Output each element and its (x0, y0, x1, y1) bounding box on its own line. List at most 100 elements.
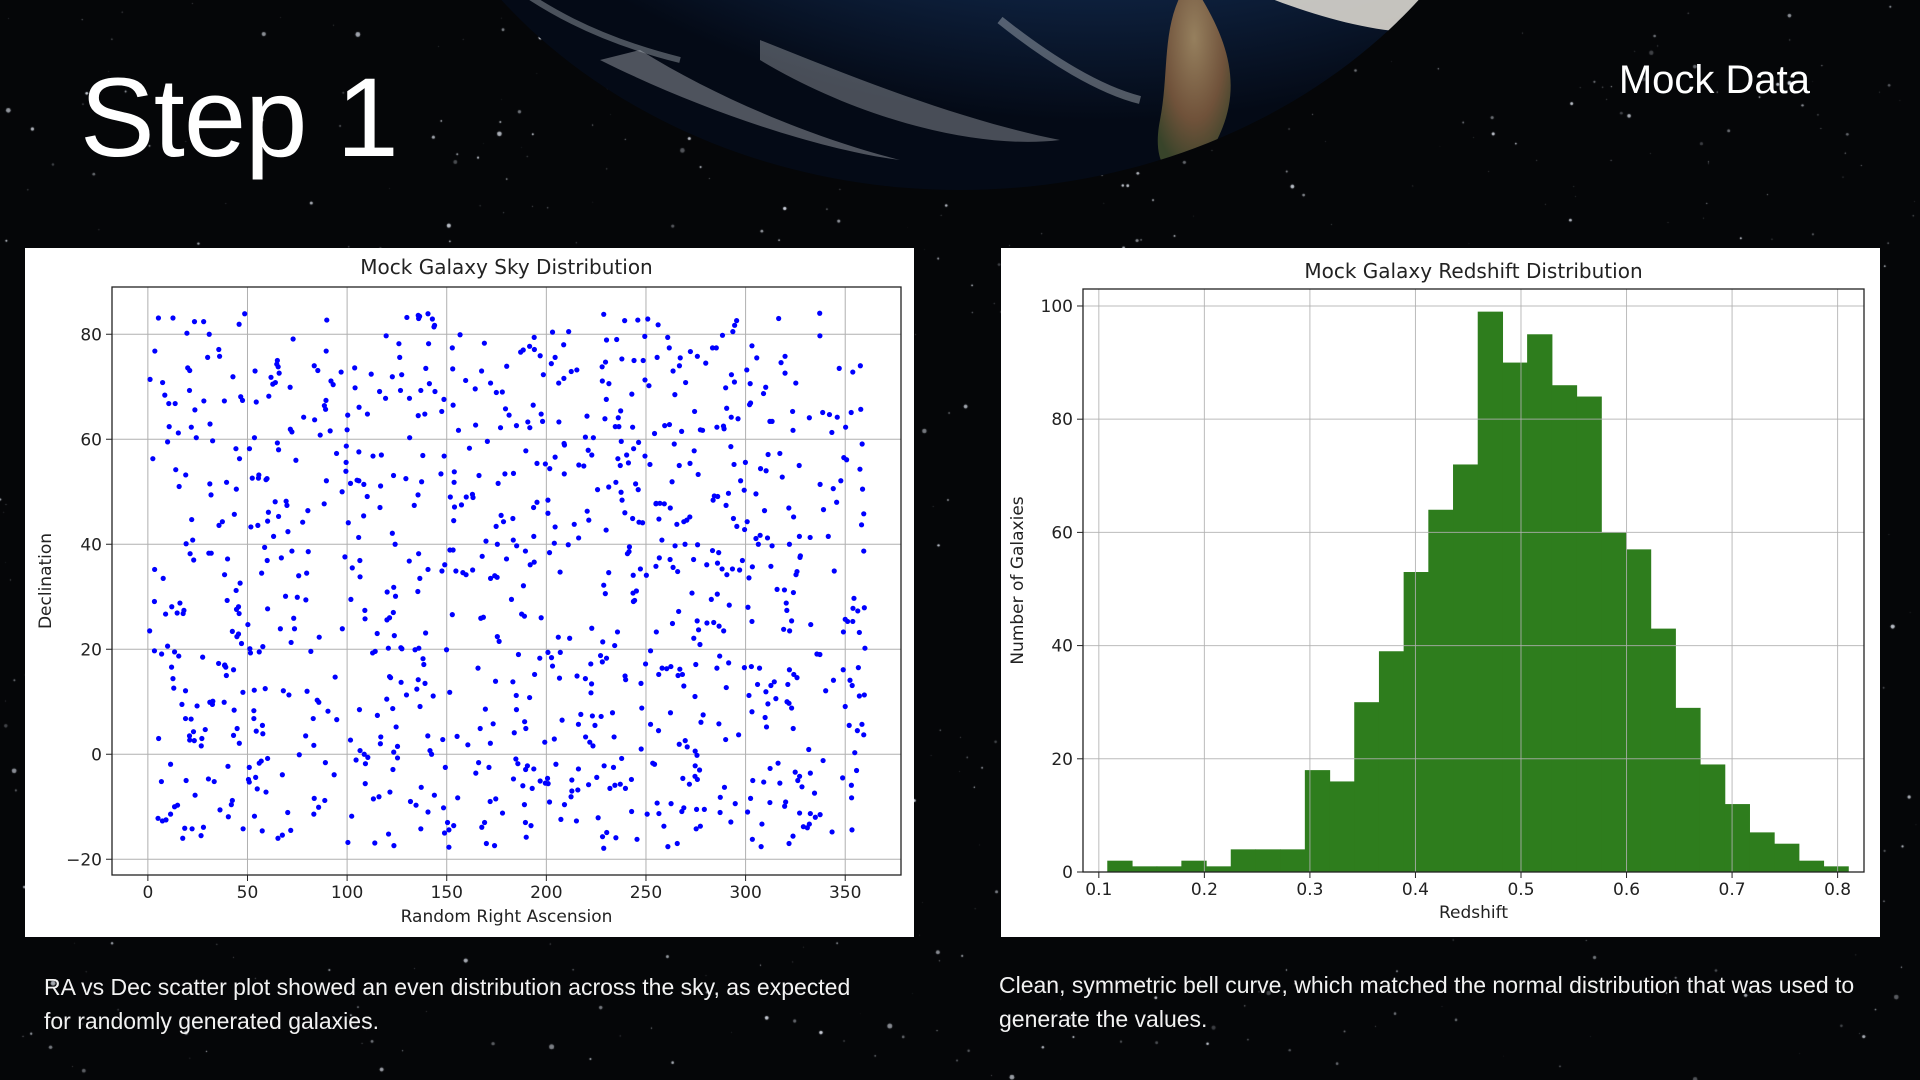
scatter-point (635, 317, 641, 323)
scatter-point (735, 416, 741, 422)
scatter-point (775, 760, 781, 766)
scatter-point (719, 332, 726, 338)
scatter-point (556, 419, 562, 425)
scatter-point (756, 665, 763, 671)
scatter-point (561, 802, 568, 808)
scatter-point (510, 470, 517, 476)
scatter-point (415, 677, 421, 683)
scatter-point (639, 705, 645, 711)
scatter-point (587, 739, 593, 745)
scatter-point (796, 462, 802, 469)
scatter-point (602, 359, 609, 365)
scatter-point (759, 821, 765, 827)
scatter-point (582, 434, 589, 440)
scatter-point (417, 313, 423, 319)
scatter-point (440, 805, 447, 811)
scatter-point (721, 784, 728, 790)
scatter-point (372, 648, 378, 654)
scatter-point (850, 618, 856, 625)
scatter-point (294, 594, 300, 600)
scatter-point (416, 551, 422, 557)
scatter-point (569, 788, 575, 794)
scatter-point (601, 582, 607, 588)
scatter-point (425, 311, 431, 317)
scatter-point (838, 478, 844, 484)
scatter-point (546, 550, 553, 556)
scatter-point (483, 840, 489, 847)
scatter-point (221, 572, 228, 578)
scatter-point (370, 796, 377, 802)
scatter-point (598, 713, 604, 720)
scatter-point (444, 819, 451, 826)
scatter-point (861, 605, 867, 611)
scatter-point (546, 799, 553, 805)
scatter-point (311, 742, 317, 748)
scatter-point (211, 778, 217, 785)
scatter-point (163, 817, 169, 823)
scatter-point (736, 732, 742, 738)
scatter-point (374, 712, 380, 718)
scatter-point (199, 735, 205, 742)
scatter-point (757, 532, 763, 538)
scatter-point (762, 714, 768, 721)
scatter-point (285, 529, 291, 535)
scatter-point (781, 626, 787, 632)
scatter-point (510, 679, 516, 685)
scatter-point (765, 451, 771, 458)
scatter-point (345, 412, 351, 418)
scatter-point (171, 804, 178, 810)
scatter-point (846, 722, 852, 728)
scatter-point (482, 706, 488, 712)
scatter-point (823, 688, 829, 694)
scatter-point (155, 315, 162, 321)
scatter-point (260, 644, 266, 650)
scatter-point (283, 498, 289, 504)
scatter-point (443, 647, 450, 653)
scatter-point (850, 369, 856, 375)
scatter-point (425, 341, 432, 347)
scatter-point (357, 574, 363, 580)
scatter-point (790, 408, 796, 415)
scatter-point (670, 368, 676, 374)
scatter-point (529, 785, 535, 791)
scatter-point (716, 721, 722, 727)
scatter-point (817, 310, 823, 316)
scatter-point (317, 432, 323, 438)
scatter-point (796, 533, 802, 539)
y-tick-label: 40 (1051, 637, 1073, 657)
scatter-point (763, 384, 769, 390)
scatter-point (182, 688, 189, 694)
scatter-point (862, 645, 868, 651)
scatter-point (785, 681, 791, 688)
scatter-point (268, 374, 274, 380)
scatter-point (617, 781, 623, 787)
scatter-point (638, 746, 644, 752)
scatter-point (557, 649, 563, 655)
scatter-point (667, 710, 674, 716)
scatter-point (534, 499, 540, 505)
scatter-point (796, 773, 803, 779)
scatter-point (763, 724, 770, 730)
scatter-point (504, 363, 510, 369)
histogram-bar (1378, 651, 1405, 872)
scatter-point (856, 629, 862, 636)
scatter-point (394, 743, 401, 749)
scatter-point (552, 354, 558, 360)
scatter-point (207, 421, 213, 427)
scatter-point (191, 738, 197, 744)
scatter-point (440, 736, 446, 743)
scatter-point (263, 789, 269, 795)
scatter-point (248, 524, 254, 530)
scatter-point (430, 693, 436, 699)
scatter-point (168, 664, 175, 670)
scatter-point (654, 354, 660, 360)
scatter-point (347, 480, 354, 486)
scatter-point (545, 781, 551, 787)
scatter-point (599, 364, 605, 370)
scatter-point (486, 764, 492, 770)
scatter-point (674, 840, 680, 847)
scatter-point (576, 462, 582, 468)
x-tick-label: 0.1 (1085, 880, 1112, 900)
scatter-point (354, 477, 360, 483)
scatter-point (613, 479, 619, 485)
